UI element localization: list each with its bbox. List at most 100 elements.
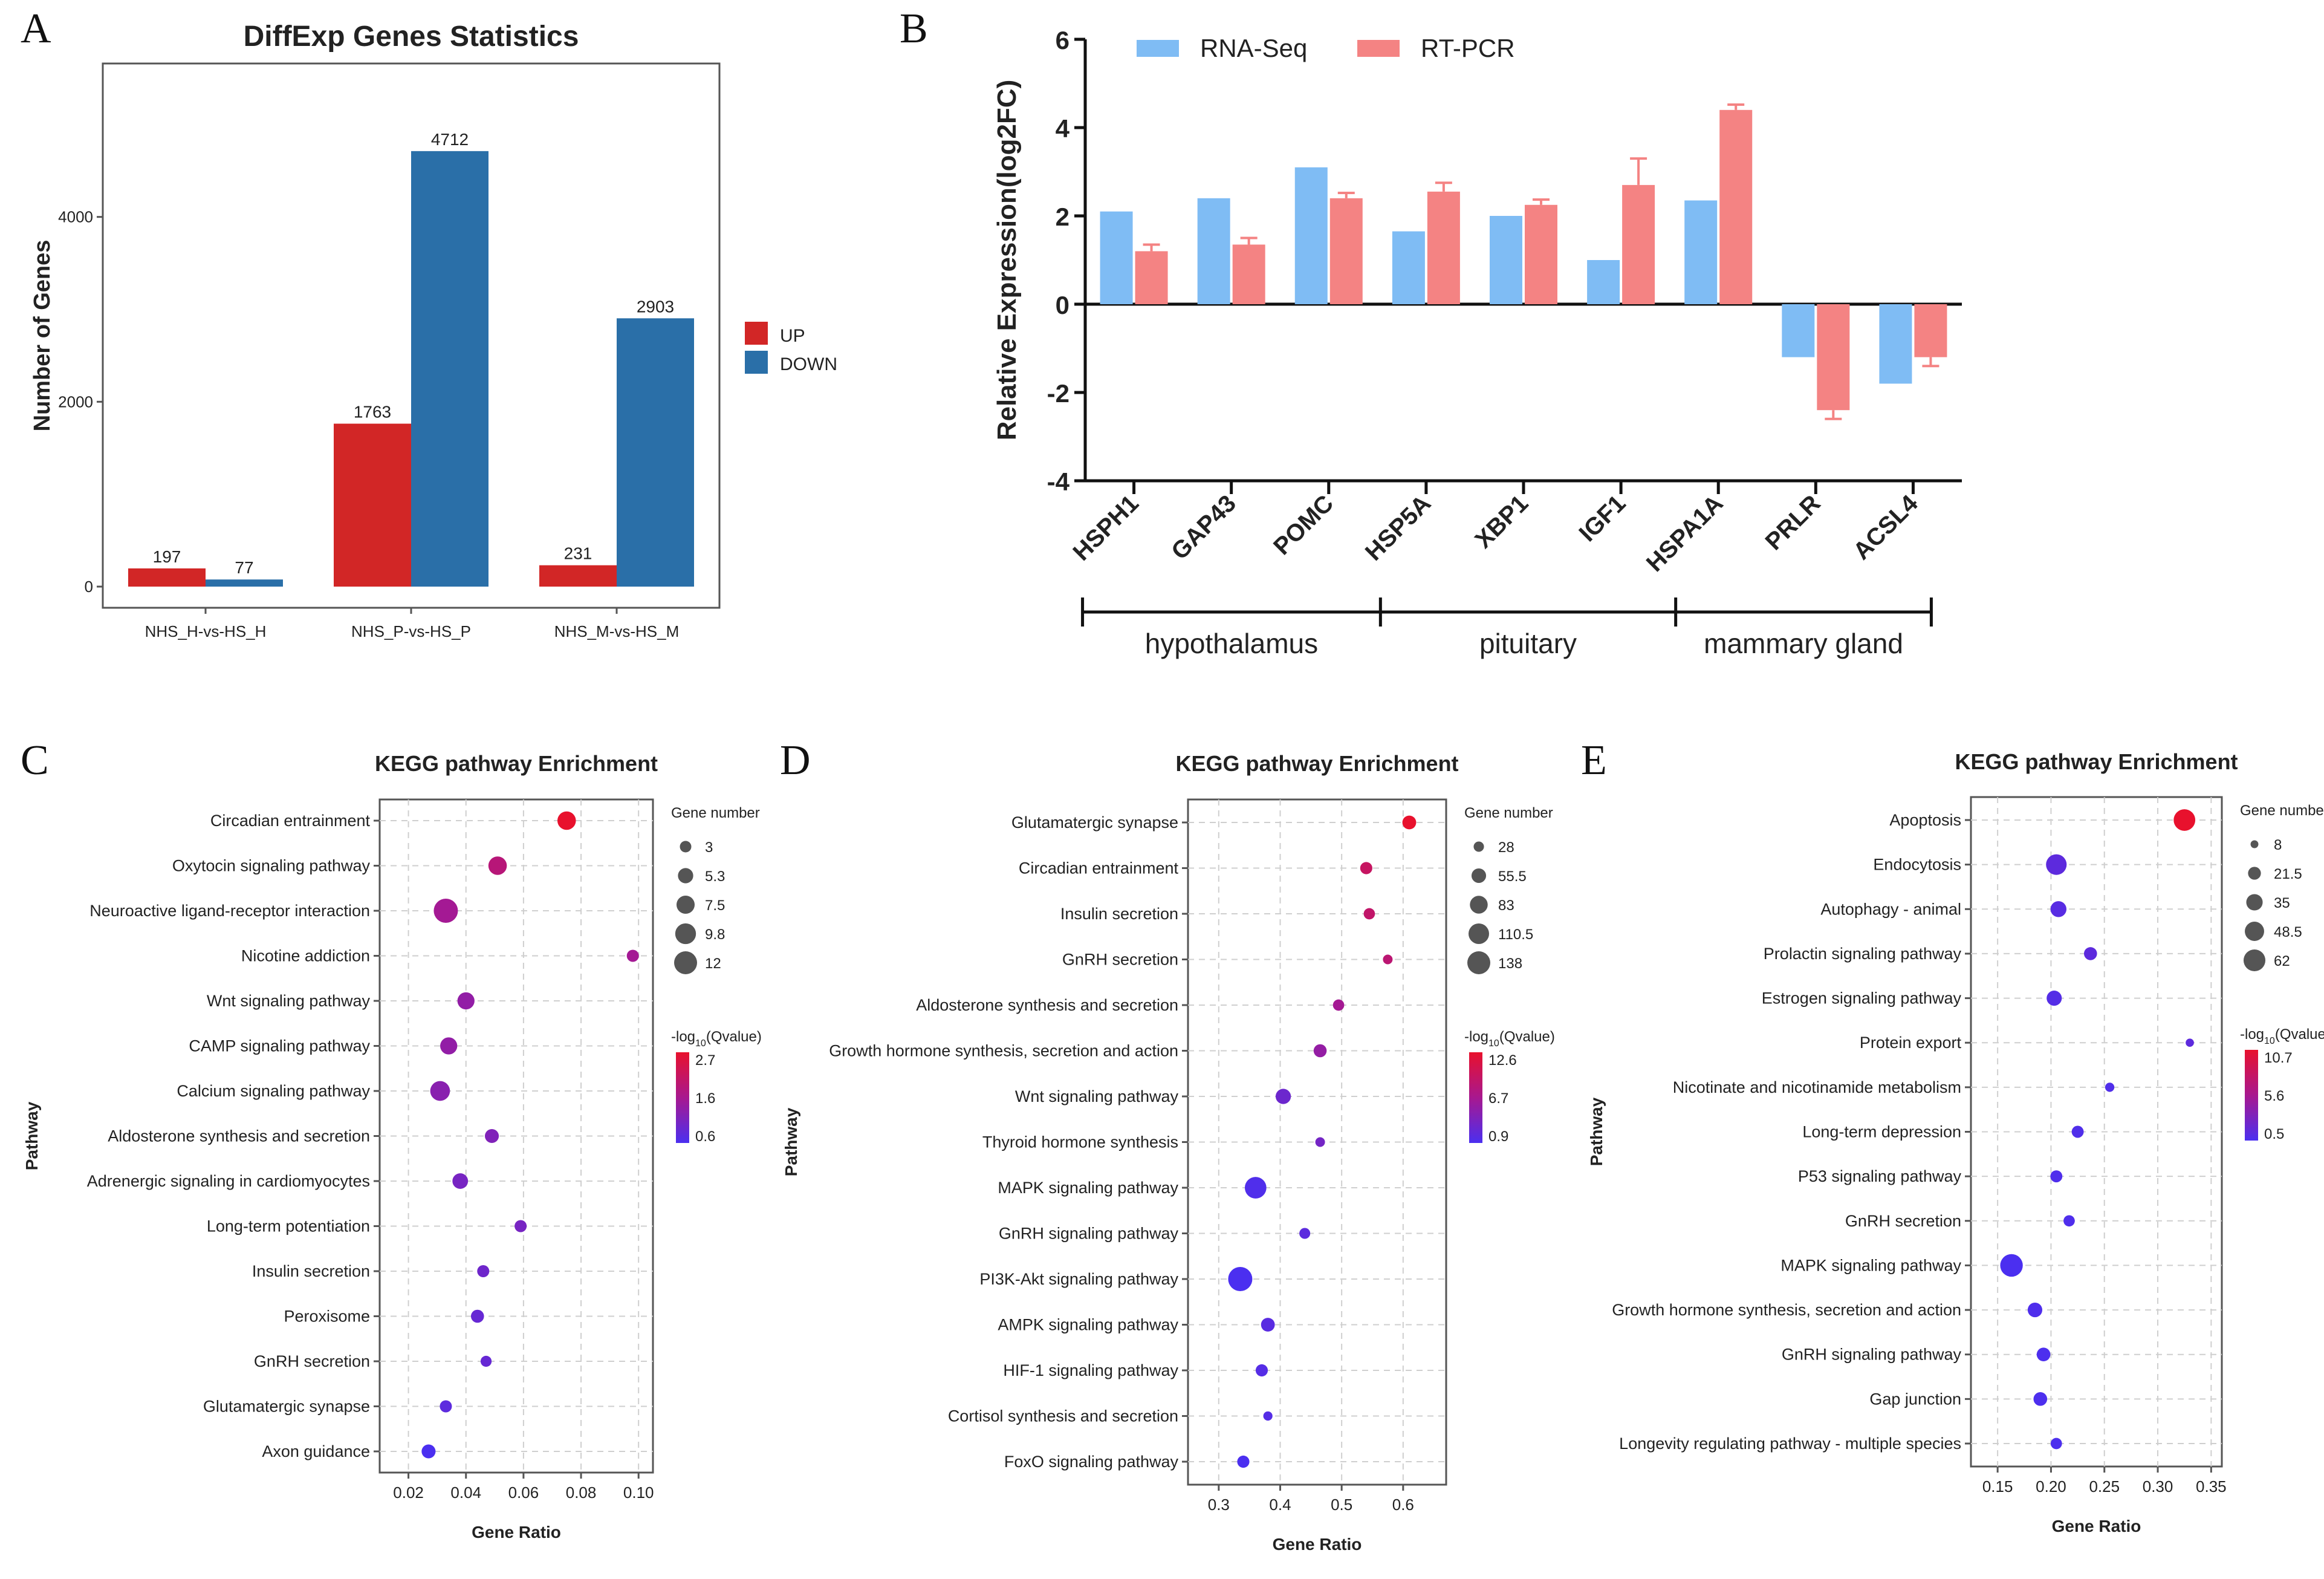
- kegg-size-legend-dot: [2245, 922, 2264, 941]
- panel-label-a: A: [21, 5, 51, 52]
- kegg-xtick-label: 0.4: [1269, 1496, 1291, 1514]
- kegg-pathway-label: Apoptosis: [1889, 811, 1961, 829]
- kegg-color-legend-label: 10.7: [2264, 1050, 2293, 1066]
- kegg-bubble: [2050, 1437, 2062, 1450]
- kegg-pathway-label: Circadian entrainment: [210, 812, 371, 830]
- kegg-bubble: [433, 899, 458, 923]
- kegg-xtick-label: 0.06: [508, 1483, 539, 1502]
- kegg-pathway-label: Nicotinate and nicotinamide metabolism: [1673, 1078, 1961, 1096]
- kegg-size-legend-title: Gene number: [1464, 805, 1553, 821]
- kegg-size-legend-label: 7.5: [705, 897, 725, 914]
- kegg-size-legend-label: 35: [2274, 895, 2290, 911]
- chart-b-validation: Relative Expression(log2FC) 6 4 2 0 -2 -4 HSP…: [992, 26, 1962, 659]
- kegg-pathway-label: AMPK signaling pathway: [998, 1316, 1178, 1334]
- kegg-pathway-label: Growth hormone synthesis, secretion and …: [829, 1042, 1178, 1060]
- kegg-pathway-label: Insulin secretion: [1060, 905, 1178, 923]
- kegg-bubble: [1261, 1318, 1275, 1332]
- legend-up-swatch: [745, 322, 768, 345]
- kegg-pathway-label: Nicotine addiction: [241, 947, 370, 965]
- chart-c-kegg: KEGG pathway Enrichment 0.02 0.04 0.06 0.08 0…: [22, 751, 762, 1542]
- kegg-pathway-label: Calcium signaling pathway: [177, 1082, 370, 1100]
- kegg-bubble: [557, 811, 576, 830]
- chart-b-bar-rtpcr: [1329, 198, 1363, 304]
- kegg-color-legend-title-sub: 10: [1488, 1038, 1499, 1049]
- kegg-pathway-label: GnRH secretion: [1845, 1212, 1961, 1230]
- chart-a-diffexp: DiffExp Genes Statistics Number of Genes…: [30, 21, 837, 640]
- kegg-pathway-label: Aldosterone synthesis and secretion: [916, 996, 1178, 1014]
- kegg-color-legend-label: 1.6: [695, 1090, 715, 1107]
- chart-b-bar-rnaseq: [1197, 198, 1230, 304]
- kegg-color-legend-label: 0.5: [2264, 1126, 2284, 1142]
- chart-b-ytick-label: 0: [1056, 291, 1069, 319]
- kegg-bubble: [1360, 862, 1372, 874]
- kegg-bubble: [452, 1173, 469, 1189]
- kegg-xtick-label: 0.08: [566, 1483, 597, 1502]
- kegg-pathway-label: GnRH secretion: [1062, 951, 1178, 969]
- kegg-bubble: [421, 1444, 436, 1459]
- chart-b-xtick-label: HSP5A: [1360, 490, 1436, 565]
- legend-rnaseq-swatch: [1137, 40, 1179, 57]
- chart-a-title: DiffExp Genes Statistics: [244, 21, 579, 53]
- chart-a-bar-up: [334, 423, 411, 587]
- kegg-xlabel: Gene Ratio: [472, 1523, 561, 1542]
- kegg-pathway-label: P53 signaling pathway: [1798, 1167, 1962, 1185]
- legend-rtpcr-label: RT-PCR: [1421, 34, 1515, 62]
- chart-b-bar-rnaseq: [1684, 200, 1718, 304]
- kegg-bubble: [1275, 1089, 1291, 1104]
- chart-b-ytick-label: 6: [1056, 26, 1069, 54]
- kegg-ylabel: Pathway: [22, 1101, 41, 1170]
- kegg-pathway-label: Wnt signaling pathway: [1015, 1087, 1179, 1105]
- kegg-color-legend-title: -log10(Qvalue): [671, 1029, 762, 1049]
- kegg-color-legend-label: 5.6: [2264, 1088, 2284, 1104]
- kegg-size-legend-label: 12: [705, 956, 721, 972]
- chart-b-bar-rtpcr: [1135, 251, 1168, 304]
- kegg-pathway-label: Endocytosis: [1873, 856, 1961, 874]
- chart-b-xticks: HSPH1 GAP43 POMC HSP5A XBP1 IGF1 HSPA1A PRLR ACS…: [1068, 481, 1923, 577]
- kegg-pathway-label: FoxO signaling pathway: [1004, 1453, 1179, 1471]
- kegg-bubble: [2050, 1170, 2063, 1183]
- chart-b-bar-rtpcr: [1525, 204, 1557, 304]
- kegg-bubble: [2105, 1083, 2115, 1092]
- kegg-pathway-label: Long-term potentiation: [207, 1217, 370, 1236]
- chart-a-bar-down: [411, 151, 488, 587]
- kegg-pathway-label: HIF-1 signaling pathway: [1003, 1361, 1178, 1379]
- kegg-pathway-label: Wnt signaling pathway: [207, 992, 371, 1010]
- chart-b-bar-rtpcr: [1914, 304, 1947, 357]
- chart-a-bar-value-label: 197: [153, 547, 181, 566]
- kegg-pathway-label: Oxytocin signaling pathway: [172, 857, 371, 875]
- kegg-size-legend-label: 110.5: [1498, 926, 1533, 943]
- kegg-size-legend-label: 21.5: [2274, 866, 2302, 882]
- kegg-bubble: [1255, 1364, 1268, 1377]
- kegg-bubble: [488, 856, 507, 875]
- kegg-color-legend-title: -log10(Qvalue): [2240, 1026, 2324, 1046]
- kegg-size-legend-label: 5.3: [705, 868, 725, 885]
- chart-b-ylabel: Relative Expression(log2FC): [992, 80, 1022, 441]
- kegg-pathway-label: Glutamatergic synapse: [1011, 813, 1178, 832]
- kegg-size-legend-dot: [680, 841, 692, 853]
- kegg-chart-title: KEGG pathway Enrichment: [1955, 749, 2238, 774]
- chart-b-xtick-label: XBP1: [1470, 490, 1533, 553]
- panel-label-d: D: [780, 737, 811, 784]
- kegg-pathway-label: CAMP signaling pathway: [189, 1037, 370, 1055]
- kegg-bubble: [457, 992, 475, 1010]
- chart-b-bar-rnaseq: [1587, 260, 1620, 304]
- chart-a-yticks: 0 2000 4000: [58, 208, 103, 596]
- chart-b-bar-rtpcr: [1719, 109, 1753, 305]
- kegg-pathway-label: PI3K-Akt signaling pathway: [979, 1270, 1178, 1288]
- kegg-bubble: [2046, 991, 2062, 1006]
- chart-b-xtick-label: HSPH1: [1068, 490, 1143, 565]
- kegg-color-legend-title-tail: (Qvalue): [1499, 1029, 1555, 1045]
- kegg-color-legend-title-sub: 10: [2264, 1036, 2275, 1046]
- kegg-bubble: [2027, 1303, 2043, 1318]
- kegg-xtick-label: 0.15: [1982, 1477, 2013, 1496]
- kegg-bubble: [2186, 1038, 2194, 1047]
- kegg-size-legend-dot: [678, 868, 693, 884]
- kegg-pathway-label: Aldosterone synthesis and secretion: [108, 1127, 370, 1145]
- kegg-size-legend-dot: [1473, 841, 1484, 852]
- kegg-pathway-label: GnRH secretion: [254, 1352, 370, 1370]
- kegg-pathway-label: Longevity regulating pathway - multiple …: [1619, 1434, 1961, 1453]
- chart-b-bar-rtpcr: [1817, 304, 1850, 411]
- kegg-pathway-label: GnRH signaling pathway: [1782, 1346, 1962, 1364]
- kegg-chart-title: KEGG pathway Enrichment: [375, 751, 658, 776]
- kegg-color-legend-label: 12.6: [1488, 1052, 1517, 1069]
